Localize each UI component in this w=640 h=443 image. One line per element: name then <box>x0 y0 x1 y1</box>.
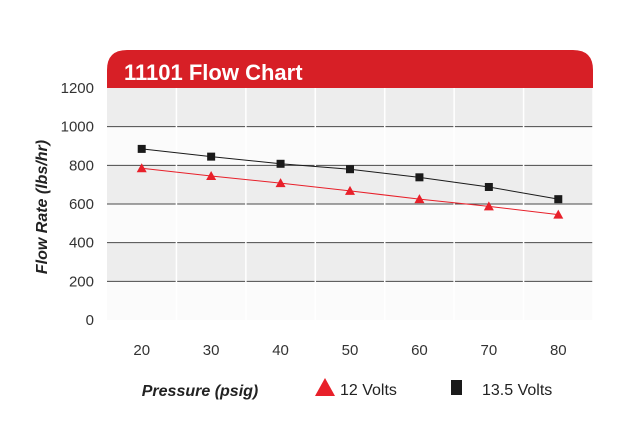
plot-band <box>107 281 593 320</box>
data-point-12v <box>345 185 355 195</box>
y-axis-ticks: 0 200 400 600 800 1000 1200 <box>61 80 94 329</box>
plot-band <box>107 204 593 243</box>
data-point-13-5v <box>207 152 216 161</box>
legend-marker-12v <box>315 378 335 396</box>
legend-label-12v: 12 Volts <box>340 382 397 399</box>
data-point-13-5v <box>346 165 354 174</box>
data-point-12v <box>275 178 286 188</box>
data-point-13-5v <box>137 144 146 153</box>
y-tick-label: 400 <box>69 235 94 252</box>
x-axis-ticks: 20 30 40 50 60 70 80 <box>133 342 566 359</box>
legend-marker-13-5v <box>451 380 462 395</box>
data-point-13-5v <box>415 173 424 182</box>
data-point-13-5v <box>276 159 285 168</box>
data-point-12v <box>483 201 494 211</box>
plot-band <box>107 242 593 282</box>
x-tick-label: 60 <box>411 342 428 359</box>
plot-background-bands <box>107 88 593 320</box>
y-axis-title: Flow Rate (lbs/hr) <box>34 140 51 274</box>
y-tick-label: 600 <box>69 196 94 213</box>
x-tick-label: 20 <box>133 342 150 359</box>
x-tick-label: 30 <box>203 342 220 359</box>
plot-band <box>107 126 593 166</box>
data-point-12v <box>136 163 147 173</box>
title-banner <box>107 50 593 88</box>
legend-label-13-5v: 13.5 Volts <box>482 382 552 399</box>
y-tick-label: 800 <box>69 157 94 174</box>
y-tick-label: 0 <box>86 312 94 329</box>
y-tick-label: 1000 <box>61 119 94 136</box>
plot-band <box>107 88 593 127</box>
y-tick-label: 200 <box>69 273 94 290</box>
x-tick-label: 70 <box>481 342 498 359</box>
data-point-13-5v <box>554 195 563 204</box>
x-axis-title: Pressure (psig) <box>142 383 258 400</box>
data-point-12v <box>414 194 425 204</box>
x-tick-label: 80 <box>550 342 567 359</box>
legend: 12 Volts 13.5 Volts <box>315 378 552 399</box>
chart-title: 11101 Flow Chart <box>124 60 303 85</box>
x-tick-label: 50 <box>342 342 359 359</box>
data-point-12v <box>553 209 564 219</box>
y-tick-label: 1200 <box>61 80 94 97</box>
series-markers <box>136 144 564 219</box>
x-tick-label: 40 <box>272 342 289 359</box>
data-point-13-5v <box>484 182 493 191</box>
data-point-12v <box>206 170 217 180</box>
